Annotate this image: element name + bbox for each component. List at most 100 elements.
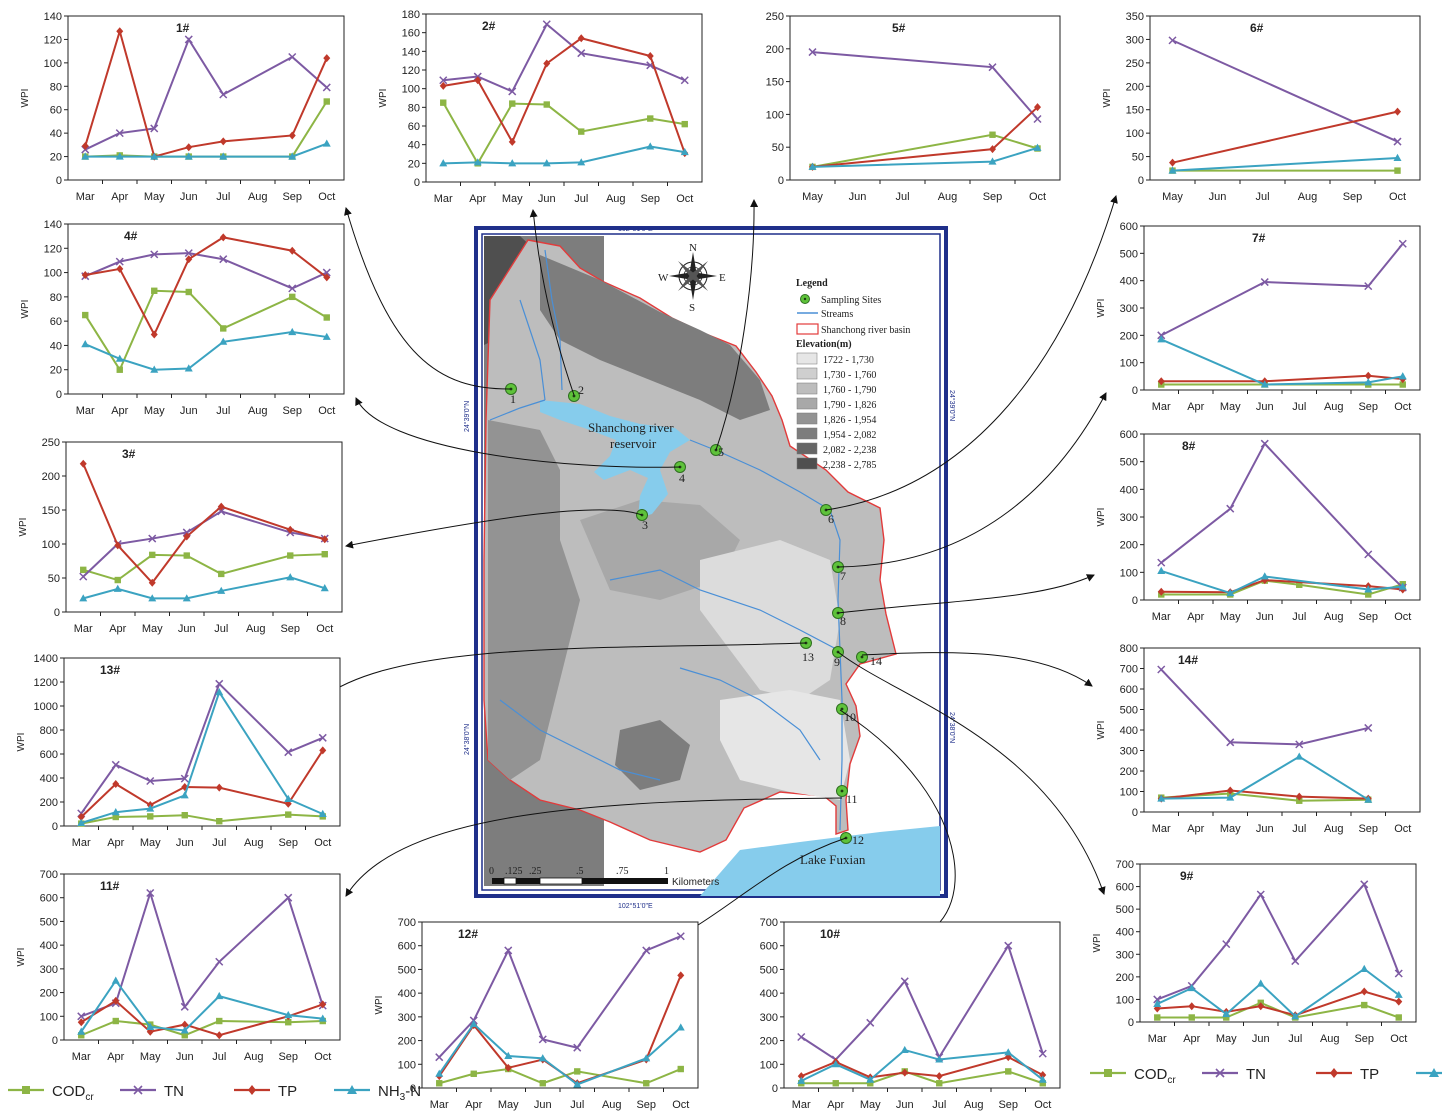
legend-left-COD_cr: CODcr bbox=[8, 1083, 94, 1103]
point-COD_cr bbox=[216, 818, 223, 825]
point-COD_cr bbox=[216, 1017, 223, 1025]
legend-right-NH3_N: NH3-N bbox=[1416, 1068, 1442, 1077]
elevation-class-label: 1,790 - 1,826 bbox=[823, 400, 876, 411]
y-tick-label: 400 bbox=[1120, 484, 1138, 496]
point-COD_cr bbox=[112, 813, 119, 821]
point-TN bbox=[1226, 738, 1235, 747]
x-tick-label: Jul bbox=[1292, 401, 1306, 413]
x-tick-label: Mar bbox=[792, 1099, 811, 1111]
elevation-swatch bbox=[796, 412, 818, 425]
y-tick-label: 50 bbox=[1132, 152, 1144, 164]
chart-panel-3#: 0 50 100 150 200 250 Mar Apr May Jun Jul Aug Sep Oct W… bbox=[18, 437, 343, 635]
point-COD_cr bbox=[509, 100, 516, 107]
x-tick-label: Apr bbox=[107, 837, 124, 849]
coord-left-lower: 24°38'0"N bbox=[463, 724, 471, 755]
x-tick-label: Jul bbox=[1255, 191, 1269, 203]
scale-label-5: .5 bbox=[576, 866, 584, 877]
series-line-NH3_N bbox=[1172, 156, 1398, 172]
x-tick-label: Aug bbox=[244, 837, 264, 849]
point-COD_cr bbox=[440, 99, 447, 106]
point-NH3_N bbox=[81, 152, 90, 160]
x-tick-label: Mar bbox=[72, 837, 91, 849]
chart-panel-14#: 0 100 200 300 400 500 600 700 800 Mar Apr May Jun Jul… bbox=[1096, 643, 1421, 835]
point-NH3_N bbox=[215, 991, 224, 1000]
point-TN bbox=[322, 83, 331, 92]
y-axis-label: WPI bbox=[18, 518, 29, 537]
point-COD_cr bbox=[285, 1019, 292, 1026]
x-tick-label: Oct bbox=[1394, 611, 1411, 623]
reservoir-label-line1: Shanchong river bbox=[588, 420, 674, 435]
point-TP bbox=[1188, 1002, 1196, 1011]
y-tick-label: 0 bbox=[414, 177, 420, 189]
point-COD_cr bbox=[470, 1070, 477, 1077]
y-tick-label: 200 bbox=[1120, 330, 1138, 342]
point-TN bbox=[150, 250, 159, 259]
y-tick-label: 400 bbox=[40, 773, 58, 785]
point-COD_cr bbox=[574, 1068, 581, 1075]
elevation-class-label: 1,826 - 1,954 bbox=[823, 415, 876, 426]
y-tick-label: 300 bbox=[398, 1012, 416, 1024]
point-TN bbox=[288, 52, 297, 62]
point-TN bbox=[1033, 114, 1042, 124]
y-tick-label: 200 bbox=[1120, 540, 1138, 552]
point-TN bbox=[318, 733, 327, 742]
legend-basin-symbol bbox=[796, 323, 819, 335]
chart-title: 2# bbox=[482, 19, 496, 33]
x-tick-label: Mar bbox=[430, 1099, 449, 1111]
y-tick-label: 0 bbox=[410, 1083, 416, 1095]
scale-label-125: .125 bbox=[505, 866, 523, 877]
y-axis-label: WPI bbox=[16, 948, 27, 967]
y-tick-label: 50 bbox=[772, 142, 784, 154]
point-COD_cr bbox=[989, 131, 996, 138]
legend-sampling-sites: Sampling Sites bbox=[821, 295, 881, 306]
point-TP bbox=[114, 541, 122, 550]
point-TN bbox=[146, 888, 155, 898]
point-TP bbox=[1360, 987, 1368, 996]
y-tick-label: 200 bbox=[398, 1036, 416, 1048]
scale-seg-4 bbox=[539, 877, 583, 885]
elevation-class-label: 2,238 - 2,785 bbox=[823, 460, 876, 471]
point-NH3_N bbox=[1187, 983, 1196, 992]
point-COD_cr bbox=[289, 293, 296, 301]
point-NH3_N bbox=[642, 1054, 651, 1062]
point-TP bbox=[677, 971, 685, 980]
point-TN bbox=[288, 284, 297, 293]
x-tick-label: Jun bbox=[1256, 611, 1274, 623]
lake-label: Lake Fuxian bbox=[800, 852, 866, 867]
sampling-site-label: 11 bbox=[846, 792, 858, 806]
point-TN bbox=[115, 257, 124, 266]
point-NH3_N bbox=[320, 584, 329, 592]
scale-seg-5 bbox=[582, 878, 624, 884]
point-TP bbox=[215, 783, 223, 792]
legend-right-COD_cr: CODcr bbox=[1090, 1066, 1176, 1086]
map-legend-title: Legend bbox=[796, 278, 828, 289]
scale-label-75: .75 bbox=[616, 866, 629, 877]
x-tick-label: Apr bbox=[827, 1099, 844, 1111]
point-COD_cr bbox=[323, 314, 330, 321]
y-tick-label: 0 bbox=[772, 1083, 778, 1095]
point-TN bbox=[180, 1002, 189, 1011]
chart-title: 7# bbox=[1252, 231, 1266, 245]
y-tick-label: 700 bbox=[760, 917, 778, 929]
y-tick-label: 100 bbox=[44, 268, 62, 280]
point-COD_cr bbox=[112, 1017, 119, 1025]
x-tick-label: Jun bbox=[1256, 823, 1274, 835]
point-TN bbox=[1295, 740, 1304, 749]
y-tick-label: 800 bbox=[40, 725, 58, 737]
compass-w: W bbox=[658, 272, 669, 284]
point-COD_cr bbox=[832, 1080, 839, 1087]
y-tick-label: 800 bbox=[1120, 643, 1138, 655]
point-TN bbox=[146, 776, 155, 786]
point-NH3_N bbox=[508, 159, 517, 167]
point-TP bbox=[577, 34, 585, 43]
scale-seg-1 bbox=[492, 878, 504, 884]
y-tick-label: 40 bbox=[408, 140, 420, 152]
point-NH3_N bbox=[676, 1023, 685, 1031]
x-tick-label: May bbox=[1220, 401, 1241, 413]
point-TN bbox=[866, 1018, 875, 1027]
point-NH3_N bbox=[797, 1076, 806, 1084]
point-NH3_N bbox=[1157, 566, 1166, 574]
legend-right-TN: TN bbox=[1202, 1066, 1266, 1083]
point-TP bbox=[321, 535, 329, 544]
x-tick-label: Jul bbox=[216, 405, 230, 417]
